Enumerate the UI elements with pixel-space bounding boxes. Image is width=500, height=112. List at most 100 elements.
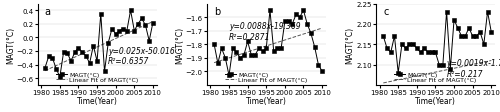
Linear Fit of MAGT(°C) — [76, 55, 82, 57]
MAGT(°C) — [132, 31, 138, 32]
Linear Fit of MAGT(°C) — [297, 35, 303, 37]
Linear Fit of MAGT(°C) — [444, 69, 450, 71]
MAGT(°C) — [399, 44, 405, 45]
Linear Fit of MAGT(°C) — [274, 42, 280, 44]
MAGT(°C) — [124, 31, 130, 32]
Linear Fit of MAGT(°C) — [399, 79, 405, 80]
Linear Fit of MAGT(°C) — [105, 42, 111, 43]
Linear Fit of MAGT(°C) — [462, 66, 468, 67]
MAGT(°C) — [64, 53, 70, 54]
MAGT(°C) — [90, 45, 96, 47]
Linear Fit of MAGT(°C) — [112, 39, 118, 40]
MAGT(°C) — [211, 44, 217, 45]
Linear Fit of MAGT(°C) — [222, 59, 228, 60]
Linear Fit of MAGT(°C) — [488, 60, 494, 62]
Linear Fit of MAGT(°C) — [484, 61, 490, 62]
Linear Fit of MAGT(°C) — [109, 40, 115, 42]
MAGT(°C) — [462, 36, 468, 37]
Linear Fit of MAGT(°C) — [308, 32, 314, 33]
MAGT(°C) — [76, 47, 82, 49]
MAGT(°C) — [300, 11, 306, 12]
MAGT(°C) — [234, 52, 239, 54]
Linear Fit of MAGT(°C) — [132, 30, 138, 31]
Linear Fit of MAGT(°C) — [414, 76, 420, 77]
Linear Fit of MAGT(°C) — [319, 28, 325, 29]
Linear Fit of MAGT(°C) — [218, 60, 224, 61]
Line: MAGT(°C): MAGT(°C) — [382, 11, 493, 75]
Linear Fit of MAGT(°C) — [477, 63, 483, 64]
MAGT(°C) — [135, 24, 141, 25]
MAGT(°C) — [42, 68, 48, 69]
Text: a: a — [44, 7, 51, 17]
MAGT(°C) — [102, 71, 107, 72]
MAGT(°C) — [53, 68, 59, 70]
Linear Fit of MAGT(°C) — [57, 64, 63, 65]
MAGT(°C) — [286, 21, 292, 23]
Linear Fit of MAGT(°C) — [440, 70, 446, 72]
Linear Fit of MAGT(°C) — [263, 46, 269, 47]
Line: Linear Fit of MAGT(°C): Linear Fit of MAGT(°C) — [45, 22, 153, 71]
Linear Fit of MAGT(°C) — [60, 62, 66, 63]
Linear Fit of MAGT(°C) — [455, 67, 461, 69]
Linear Fit of MAGT(°C) — [290, 38, 296, 39]
MAGT(°C) — [448, 68, 454, 70]
MAGT(°C) — [388, 52, 394, 54]
MAGT(°C) — [79, 52, 85, 54]
Line: Linear Fit of MAGT(°C): Linear Fit of MAGT(°C) — [384, 61, 492, 83]
MAGT(°C) — [150, 23, 156, 24]
Linear Fit of MAGT(°C) — [135, 28, 141, 30]
Text: y=0.0019x-1.7091
R²=0.217: y=0.0019x-1.7091 R²=0.217 — [446, 59, 500, 78]
Linear Fit of MAGT(°C) — [128, 32, 134, 33]
MAGT(°C) — [222, 58, 228, 59]
Y-axis label: MAGT(°C): MAGT(°C) — [6, 26, 15, 63]
Linear Fit of MAGT(°C) — [86, 50, 92, 52]
Linear Fit of MAGT(°C) — [316, 29, 322, 31]
MAGT(°C) — [94, 61, 100, 62]
MAGT(°C) — [226, 75, 232, 76]
MAGT(°C) — [252, 55, 258, 56]
Legend: MAGT(°C), Linear Fit of MAGT(°C): MAGT(°C), Linear Fit of MAGT(°C) — [224, 71, 308, 83]
Linear Fit of MAGT(°C) — [244, 52, 250, 53]
MAGT(°C) — [470, 36, 476, 37]
Linear Fit of MAGT(°C) — [428, 73, 434, 74]
Text: y=0.025x-50.016
R²=0.6357: y=0.025x-50.016 R²=0.6357 — [108, 46, 175, 65]
Linear Fit of MAGT(°C) — [432, 72, 438, 73]
Linear Fit of MAGT(°C) — [248, 51, 254, 52]
Linear Fit of MAGT(°C) — [410, 76, 416, 78]
Linear Fit of MAGT(°C) — [392, 80, 398, 82]
MAGT(°C) — [384, 48, 390, 50]
Line: Linear Fit of MAGT(°C): Linear Fit of MAGT(°C) — [214, 29, 322, 63]
Legend: MAGT(°C), Linear Fit of MAGT(°C): MAGT(°C), Linear Fit of MAGT(°C) — [394, 71, 477, 83]
MAGT(°C) — [451, 20, 457, 21]
MAGT(°C) — [308, 33, 314, 35]
MAGT(°C) — [455, 28, 461, 29]
Linear Fit of MAGT(°C) — [422, 74, 428, 75]
Linear Fit of MAGT(°C) — [304, 33, 310, 34]
Linear Fit of MAGT(°C) — [267, 45, 273, 46]
Linear Fit of MAGT(°C) — [138, 27, 144, 28]
MAGT(°C) — [83, 56, 89, 57]
Linear Fit of MAGT(°C) — [458, 66, 464, 68]
Linear Fit of MAGT(°C) — [474, 63, 480, 65]
MAGT(°C) — [116, 31, 122, 32]
Linear Fit of MAGT(°C) — [42, 70, 48, 72]
Linear Fit of MAGT(°C) — [102, 44, 107, 45]
X-axis label: Time(Year): Time(Year) — [76, 97, 118, 106]
Linear Fit of MAGT(°C) — [98, 45, 104, 47]
Linear Fit of MAGT(°C) — [388, 81, 394, 82]
MAGT(°C) — [481, 44, 487, 45]
MAGT(°C) — [86, 63, 92, 64]
MAGT(°C) — [414, 48, 420, 50]
MAGT(°C) — [428, 52, 434, 54]
MAGT(°C) — [260, 51, 266, 52]
MAGT(°C) — [230, 48, 235, 50]
Linear Fit of MAGT(°C) — [46, 69, 52, 70]
Linear Fit of MAGT(°C) — [395, 79, 401, 81]
MAGT(°C) — [109, 29, 115, 30]
Linear Fit of MAGT(°C) — [260, 47, 266, 48]
Linear Fit of MAGT(°C) — [241, 53, 247, 54]
Linear Fit of MAGT(°C) — [72, 57, 78, 58]
MAGT(°C) — [72, 52, 78, 54]
Line: MAGT(°C): MAGT(°C) — [212, 10, 324, 77]
Linear Fit of MAGT(°C) — [312, 30, 318, 32]
